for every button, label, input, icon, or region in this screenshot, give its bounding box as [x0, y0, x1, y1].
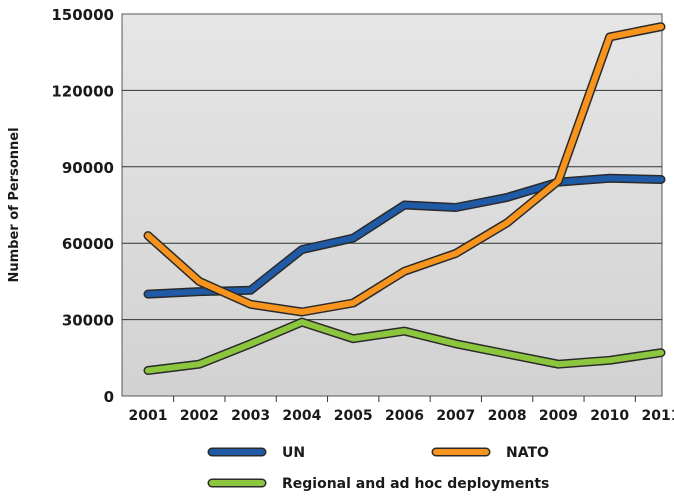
- series-nato: [143, 22, 666, 317]
- legend-item: NATO: [431, 445, 549, 461]
- legend-item: UN: [207, 445, 305, 461]
- legend: UN NATO Regional and ad hoc deployments: [207, 445, 549, 492]
- legend-label: UN: [282, 445, 305, 461]
- legend-label: NATO: [506, 445, 549, 461]
- x-tick-label: 2003: [231, 408, 270, 424]
- y-tick-label: 120000: [51, 82, 114, 100]
- x-tick-label: 2002: [180, 408, 219, 424]
- series-un: [143, 173, 666, 299]
- y-tick-label: 90000: [62, 159, 114, 177]
- plot-area: [121, 13, 663, 397]
- y-tick-label: 150000: [51, 6, 114, 24]
- y-axis-ticks: 0 30000 60000 90000 120000 150000: [51, 6, 114, 406]
- y-axis-label: Number of Personnel: [7, 127, 22, 282]
- legend-label: Regional and ad hoc deployments: [282, 476, 549, 492]
- x-tick-label: 2001: [129, 408, 168, 424]
- x-tick-label: 2008: [488, 408, 527, 424]
- x-tick-label: 2009: [539, 408, 578, 424]
- gridlines: [122, 89, 662, 321]
- x-tick-label: 2006: [385, 408, 424, 424]
- y-tick-label: 0: [104, 388, 114, 406]
- y-tick-label: 60000: [62, 235, 114, 253]
- x-tick-label: 2005: [334, 408, 373, 424]
- x-tick-label: 2004: [282, 408, 321, 424]
- y-tick-label: 30000: [62, 312, 114, 330]
- series-lines: [143, 22, 666, 375]
- legend-item: Regional and ad hoc deployments: [207, 476, 549, 492]
- x-axis-ticks: 2001 2002 2003 2004 2005 2006 2007 2008 2009 2010…: [129, 396, 674, 424]
- series-regional-and-ad-hoc-deployments: [143, 317, 666, 375]
- series-line: [145, 319, 664, 374]
- x-tick-label: 2007: [436, 408, 475, 424]
- x-tick-label: 2011: [642, 408, 674, 424]
- series-line: [145, 23, 664, 315]
- x-tick-label: 2010: [590, 408, 629, 424]
